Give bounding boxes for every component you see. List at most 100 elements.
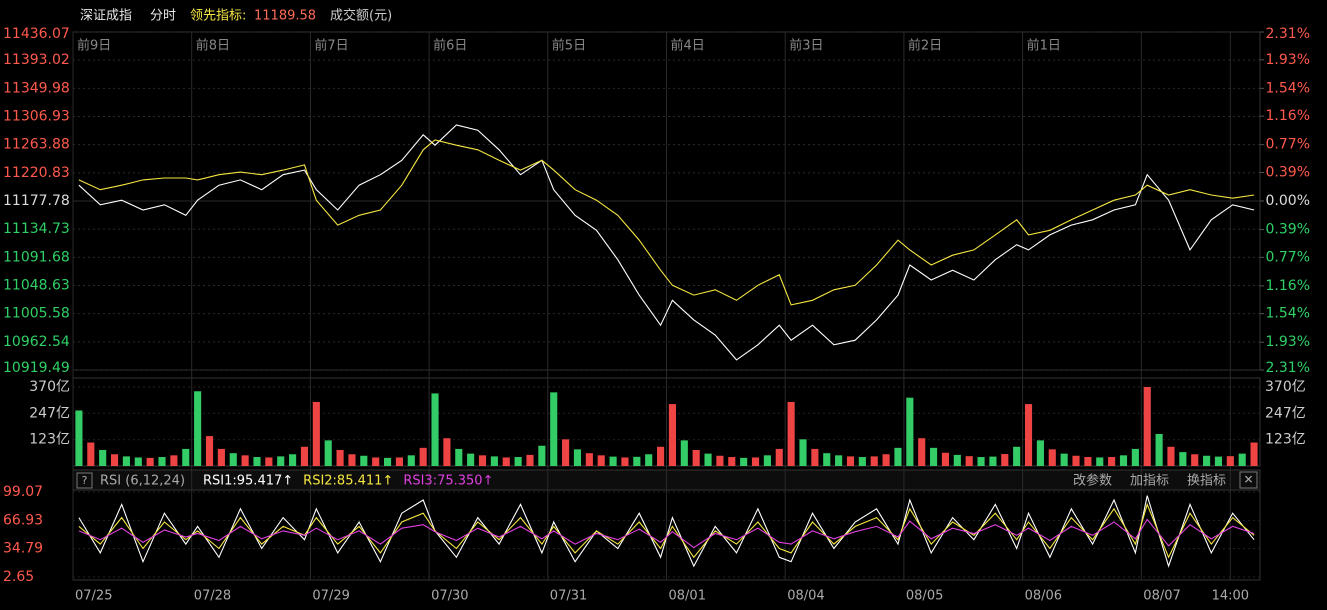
volume-bar bbox=[158, 457, 166, 466]
volume-tick-label: 123亿 bbox=[29, 432, 70, 448]
volume-bar bbox=[775, 448, 783, 466]
volume-bar bbox=[1072, 455, 1080, 466]
rsi-tick-label: 99.07 bbox=[3, 484, 43, 500]
volume-bar bbox=[621, 457, 629, 466]
volume-bar bbox=[182, 448, 190, 466]
volume-tick-label-right: 370亿 bbox=[1265, 379, 1306, 395]
volume-bar bbox=[633, 456, 641, 466]
volume-bar bbox=[514, 457, 522, 466]
y-tick-label: 11048.63 bbox=[3, 278, 70, 294]
volume-bar bbox=[75, 410, 83, 466]
rsi-tick-label: 34.79 bbox=[3, 541, 43, 557]
volume-bar bbox=[941, 452, 950, 466]
indicator-button[interactable]: 换指标 bbox=[1187, 474, 1226, 489]
volume-bar bbox=[680, 440, 688, 466]
volume-bar bbox=[965, 456, 973, 466]
volume-bar bbox=[277, 456, 285, 466]
volume-bar bbox=[300, 446, 309, 466]
volume-bar bbox=[99, 449, 107, 466]
volume-bar bbox=[1238, 453, 1246, 466]
volume-bar bbox=[526, 454, 534, 466]
volume-bar bbox=[716, 455, 724, 466]
y-tick-label: 11393.02 bbox=[3, 52, 70, 68]
volume-bar bbox=[289, 454, 297, 466]
volume-bar bbox=[692, 449, 700, 466]
volume-bar bbox=[1191, 454, 1199, 466]
y2-tick-label: 0.39% bbox=[1266, 164, 1310, 180]
y2-tick-label: 0.77% bbox=[1266, 137, 1310, 153]
y-tick-label: 10962.54 bbox=[3, 334, 70, 350]
volume-bar bbox=[383, 457, 392, 466]
volume-bar bbox=[1119, 455, 1128, 466]
volume-bar bbox=[395, 457, 403, 466]
volume-bar bbox=[478, 455, 487, 466]
day-label: 前5日 bbox=[552, 38, 586, 54]
volume-bar bbox=[609, 456, 617, 466]
volume-label: 成交额(元) bbox=[330, 8, 392, 24]
y-tick-label: 11005.58 bbox=[3, 306, 70, 322]
volume-bar bbox=[562, 439, 570, 466]
volume-bar bbox=[799, 439, 807, 466]
volume-bar bbox=[502, 457, 510, 466]
y2-tick-label: 2.31% bbox=[1266, 360, 1310, 376]
day-label: 前9日 bbox=[77, 38, 111, 54]
volume-bar bbox=[205, 436, 214, 466]
x-tick-label: 07/25 bbox=[75, 589, 112, 604]
close-icon[interactable]: ✕ bbox=[1243, 473, 1253, 487]
volume-bar bbox=[1214, 456, 1223, 466]
volume-tick-label: 370亿 bbox=[29, 379, 70, 395]
help-button[interactable] bbox=[76, 472, 93, 489]
help-icon[interactable]: ? bbox=[82, 474, 88, 487]
volume-bar bbox=[538, 445, 546, 466]
volume-bar bbox=[918, 438, 926, 466]
volume-bar bbox=[1131, 448, 1139, 466]
x-tick-label: 07/30 bbox=[431, 589, 468, 604]
volume-bar bbox=[1096, 457, 1104, 466]
y2-tick-label: 1.93% bbox=[1266, 52, 1310, 68]
volume-bar bbox=[597, 455, 605, 466]
volume-bar bbox=[894, 447, 902, 466]
x-tick-label: 08/04 bbox=[787, 589, 824, 604]
volume-bar bbox=[265, 457, 273, 466]
volume-bar bbox=[882, 454, 890, 466]
volume-bar bbox=[467, 453, 475, 466]
x-tick-label: 07/28 bbox=[194, 589, 231, 604]
x-tick-label: 08/05 bbox=[906, 589, 943, 604]
legend-entry: RSI1:95.417↑ bbox=[203, 474, 293, 489]
volume-bar bbox=[1084, 457, 1092, 466]
y2-tick-label: 2.31% bbox=[1266, 26, 1310, 42]
volume-bar bbox=[241, 455, 249, 466]
close-button[interactable] bbox=[1239, 471, 1258, 489]
volume-bar bbox=[194, 391, 202, 466]
volume-bar bbox=[740, 457, 748, 466]
series-line bbox=[78, 124, 1255, 361]
volume-bar bbox=[170, 455, 178, 466]
y-tick-label: 11306.93 bbox=[3, 108, 70, 124]
y2-tick-label: 1.54% bbox=[1266, 306, 1310, 322]
volume-bar bbox=[229, 453, 237, 466]
day-label: 前1日 bbox=[1027, 38, 1061, 54]
volume-bar bbox=[122, 456, 130, 466]
volume-bar bbox=[728, 457, 736, 466]
volume-bar bbox=[657, 446, 665, 466]
volume-bar bbox=[550, 392, 558, 466]
y-tick-label: 11134.73 bbox=[3, 221, 70, 237]
volume-bar bbox=[1250, 442, 1258, 466]
volume-bar bbox=[645, 454, 653, 466]
volume-bar bbox=[787, 401, 795, 466]
volume-bar bbox=[431, 393, 439, 466]
volume-bar bbox=[751, 457, 760, 466]
y2-tick-label: 0.77% bbox=[1266, 249, 1310, 265]
indicator-button[interactable]: 加指标 bbox=[1130, 474, 1169, 489]
indicator-button[interactable]: 改参数 bbox=[1073, 473, 1112, 489]
volume-bar bbox=[585, 453, 593, 466]
y-tick-label: 11177.78 bbox=[3, 193, 70, 209]
y2-tick-label: 1.16% bbox=[1266, 278, 1310, 294]
volume-bar bbox=[668, 404, 676, 466]
y-tick-label: 11436.07 bbox=[3, 26, 70, 42]
volume-bar bbox=[407, 455, 415, 466]
y2-tick-label: 1.54% bbox=[1266, 80, 1310, 96]
volume-bar bbox=[1143, 387, 1151, 466]
volume-bar bbox=[1060, 453, 1068, 466]
